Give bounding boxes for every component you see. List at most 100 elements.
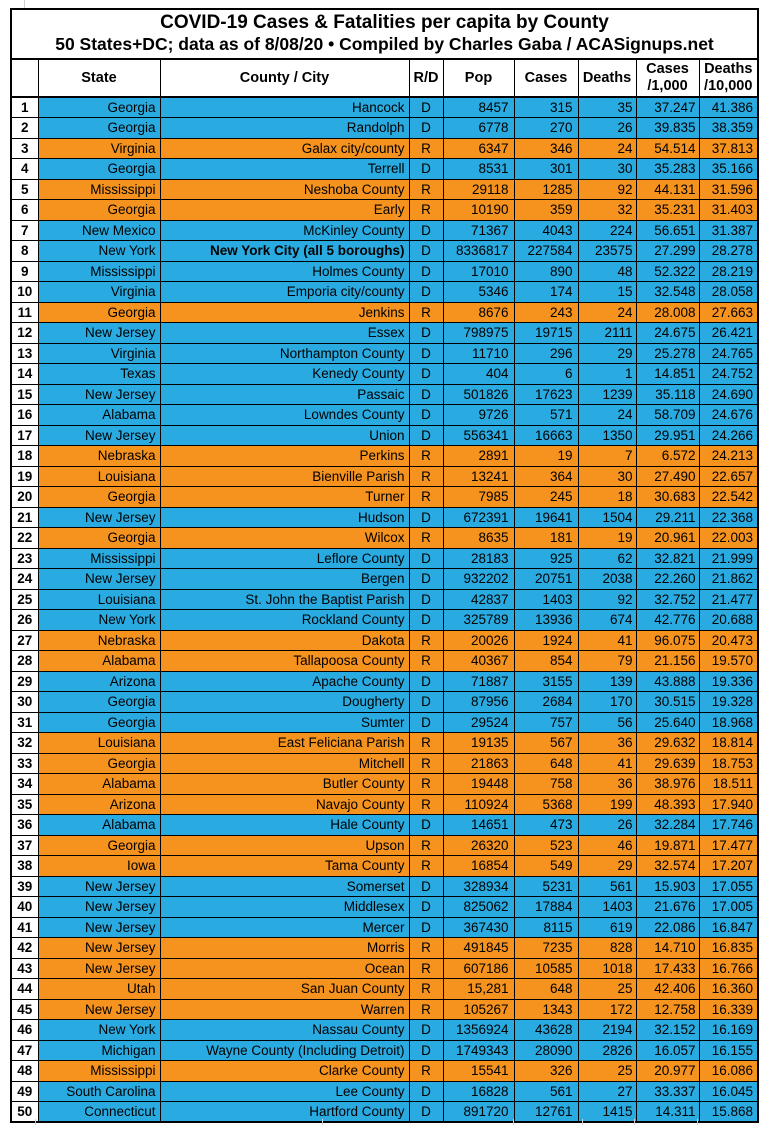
party-cell: R: [408, 199, 444, 221]
cases-per-1000-cell: 15.903: [635, 875, 700, 897]
cases-per-1000-cell: 48.393: [635, 793, 700, 815]
county-cell: Early: [159, 199, 410, 221]
party-cell: D: [408, 896, 444, 918]
deaths-cell: 172: [577, 998, 637, 1020]
rank-cell: 30: [10, 691, 39, 713]
deaths-per-10000-cell: 18.968: [698, 711, 759, 733]
rank-cell: 49: [10, 1080, 39, 1102]
county-cell: Holmes County: [159, 260, 410, 282]
cases-cell: 925: [513, 547, 579, 569]
county-cell: East Feliciana Parish: [159, 732, 410, 754]
cases-per-1000-cell: 22.260: [635, 568, 700, 590]
deaths-per-10000-cell: 31.596: [698, 178, 759, 200]
cases-per-1000-cell: 21.676: [635, 896, 700, 918]
page-title: COVID-19 Cases & Fatalities per capita b…: [160, 12, 609, 33]
deaths-cell: 36: [577, 773, 637, 795]
rank-cell: 41: [10, 916, 39, 938]
table-row: 25 Louisiana St. John the Baptist Parish…: [10, 588, 759, 610]
deaths-per-10000-cell: 16.045: [698, 1080, 759, 1102]
rank-cell: 29: [10, 670, 39, 692]
table-row: 37 Georgia Upson R 26320 523 46 19.871 1…: [10, 834, 759, 856]
county-cell: McKinley County: [159, 219, 410, 241]
column-header-deaths: Deaths: [577, 58, 637, 98]
state-cell: Georgia: [37, 752, 161, 774]
state-cell: Nebraska: [37, 445, 161, 467]
cases-cell: 270: [513, 117, 579, 139]
cases-cell: 757: [513, 711, 579, 733]
population-cell: 328934: [442, 875, 515, 897]
deaths-cell: 1403: [577, 896, 637, 918]
table-row: 42 New Jersey Morris R 491845 7235 828 1…: [10, 937, 759, 959]
rank-cell: 12: [10, 322, 39, 344]
rank-cell: 4: [10, 158, 39, 180]
gridline-stub: [634, 1119, 635, 1125]
county-cell: Mitchell: [159, 752, 410, 774]
state-cell: New Jersey: [37, 998, 161, 1020]
deaths-cell: 32: [577, 199, 637, 221]
party-cell: D: [408, 875, 444, 897]
rank-cell: 26: [10, 609, 39, 631]
cases-per-1000-cell: 14.710: [635, 937, 700, 959]
table-row: 46 New York Nassau County D 1356924 4362…: [10, 1019, 759, 1041]
county-cell: Terrell: [159, 158, 410, 180]
state-cell: New Jersey: [37, 937, 161, 959]
table-row: 31 Georgia Sumter D 29524 757 56 25.640 …: [10, 711, 759, 733]
table-row: 8 New York New York City (all 5 boroughs…: [10, 240, 759, 262]
party-cell: R: [408, 998, 444, 1020]
deaths-per-10000-cell: 16.835: [698, 937, 759, 959]
cases-per-1000-cell: 32.821: [635, 547, 700, 569]
rank-cell: 5: [10, 178, 39, 200]
column-header-rd: R/D: [408, 58, 444, 98]
cases-cell: 13936: [513, 609, 579, 631]
party-cell: R: [408, 137, 444, 159]
population-cell: 7985: [442, 486, 515, 508]
party-cell: D: [408, 96, 444, 118]
table-row: 40 New Jersey Middlesex D 825062 17884 1…: [10, 896, 759, 918]
deaths-per-10000-cell: 28.278: [698, 240, 759, 262]
deaths-per-10000-cell: 21.999: [698, 547, 759, 569]
state-cell: Georgia: [37, 96, 161, 118]
cases-per-1000-cell: 54.514: [635, 137, 700, 159]
table-row: 18 Nebraska Perkins R 2891 19 7 6.572 24…: [10, 445, 759, 467]
cases-cell: 12761: [513, 1101, 579, 1123]
cases-per-1000-cell: 27.299: [635, 240, 700, 262]
state-cell: Louisiana: [37, 588, 161, 610]
deaths-per-10000-cell: 31.387: [698, 219, 759, 241]
state-cell: Georgia: [37, 486, 161, 508]
cases-cell: 567: [513, 732, 579, 754]
rank-cell: 48: [10, 1060, 39, 1082]
population-cell: 8676: [442, 301, 515, 323]
cases-cell: 19641: [513, 506, 579, 528]
rank-cell: 2: [10, 117, 39, 139]
cases-per-1000-cell: 16.057: [635, 1039, 700, 1061]
cases-cell: 1285: [513, 178, 579, 200]
cases-cell: 648: [513, 752, 579, 774]
county-cell: Kenedy County: [159, 363, 410, 385]
cases-per-1000-cell: 29.639: [635, 752, 700, 774]
cases-cell: 19715: [513, 322, 579, 344]
cases-cell: 8115: [513, 916, 579, 938]
cases-per-1000-cell: 27.490: [635, 465, 700, 487]
population-cell: 26320: [442, 834, 515, 856]
state-cell: New Jersey: [37, 322, 161, 344]
state-cell: Georgia: [37, 834, 161, 856]
deaths-per-10000-cell: 17.055: [698, 875, 759, 897]
table-row: 9 Mississippi Holmes County D 17010 890 …: [10, 260, 759, 282]
cases-cell: 17623: [513, 383, 579, 405]
county-cell: Mercer: [159, 916, 410, 938]
state-cell: Texas: [37, 363, 161, 385]
cases-per-1000-cell: 25.278: [635, 342, 700, 364]
party-cell: D: [408, 670, 444, 692]
state-cell: Michigan: [37, 1039, 161, 1061]
cases-per-1000-cell: 29.211: [635, 506, 700, 528]
population-cell: 8336817: [442, 240, 515, 262]
deaths-cell: 41: [577, 752, 637, 774]
deaths-per-10000-cell: 20.473: [698, 629, 759, 651]
state-cell: Virginia: [37, 342, 161, 364]
deaths-per-10000-cell: 18.814: [698, 732, 759, 754]
cases-per-1000-cell: 29.951: [635, 424, 700, 446]
cases-cell: 7235: [513, 937, 579, 959]
county-cell: Bienville Parish: [159, 465, 410, 487]
cases-per-1000-cell: 20.977: [635, 1060, 700, 1082]
cases-per-1000-cell: 33.337: [635, 1080, 700, 1102]
